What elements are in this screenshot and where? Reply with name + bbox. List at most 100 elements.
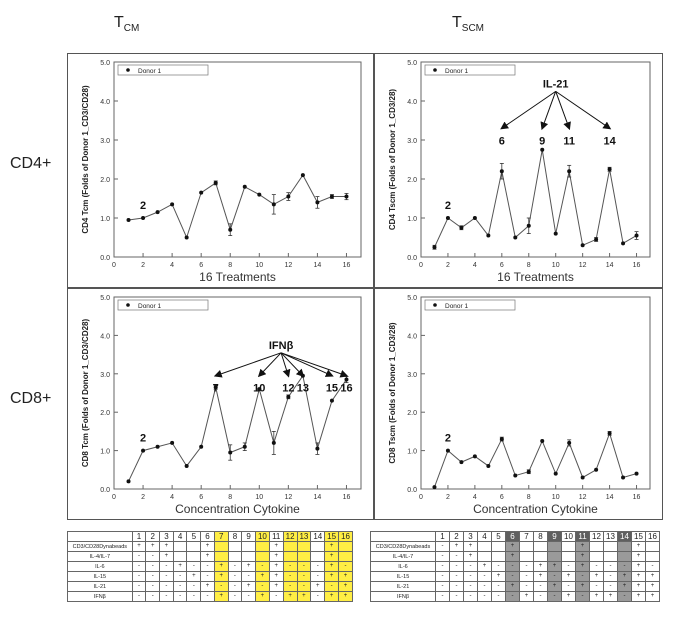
- table-cell: +: [631, 541, 646, 552]
- table-cell: +: [213, 591, 229, 602]
- table-cell: [533, 551, 548, 562]
- annotation-arrow: [257, 352, 282, 378]
- x-tick-label: 10: [255, 494, 263, 501]
- point-label: 2: [140, 433, 146, 445]
- table-cell: -: [282, 561, 298, 572]
- table-cell: +: [533, 561, 548, 572]
- table-cell: [519, 551, 534, 562]
- table-row-label: CD3/CD28Dynabeads: [67, 541, 133, 552]
- table-cell: +: [617, 571, 632, 582]
- table-cell: +: [268, 541, 284, 552]
- table-cell: -: [159, 561, 174, 572]
- y-axis-label: CD8 Tscm (Folds of Donor 1_CD3/28): [388, 322, 397, 464]
- table-cell: [172, 541, 188, 552]
- table-cell: +: [631, 551, 646, 562]
- table-cell: [172, 551, 188, 562]
- table-row: IL-21- - - - - + - - + - + - - + - +: [67, 581, 353, 592]
- table-cell: [213, 541, 229, 552]
- table-cell: +: [338, 581, 353, 592]
- table-cell: -: [617, 591, 632, 602]
- data-point: [445, 216, 450, 220]
- table-cell: -: [186, 561, 202, 572]
- table-cell: [561, 551, 576, 562]
- data-point: [607, 431, 612, 436]
- data-point: [315, 446, 320, 451]
- data-point: [141, 448, 146, 453]
- table-row-label: IFNβ: [370, 591, 436, 602]
- table-cell: -: [172, 571, 188, 582]
- data-point: [580, 475, 585, 480]
- column-header-tscm: TSCM: [452, 14, 484, 34]
- y-tick-label: 1.0: [407, 449, 417, 456]
- table-cell: -: [282, 581, 298, 592]
- table-cell: [338, 551, 353, 562]
- y-tick-label: 2.0: [407, 410, 417, 417]
- table-cell: +: [241, 581, 256, 592]
- table-cell: -: [227, 571, 243, 582]
- table-cell: -: [227, 591, 243, 602]
- table-cell: [477, 551, 492, 562]
- annotation-target-label: 10: [253, 383, 265, 395]
- table-cell: +: [477, 561, 492, 572]
- series-line: [434, 431, 637, 488]
- series-line: [128, 174, 347, 239]
- table-column-number: 12: [282, 531, 298, 542]
- x-tick-label: 12: [284, 262, 292, 269]
- legend-marker: [433, 303, 437, 307]
- plot-frame: [420, 61, 651, 258]
- data-point: [553, 471, 558, 476]
- table-cell: [533, 541, 548, 552]
- table-cell: -: [519, 561, 534, 572]
- table-cell: -: [477, 571, 492, 582]
- table-row: IL-21- - - - - + - - + - + - - + + +: [370, 581, 660, 592]
- data-point: [315, 200, 320, 205]
- annotation-arrow: [555, 91, 571, 131]
- table-cell: -: [296, 581, 312, 592]
- y-tick-label: 2.0: [100, 410, 110, 417]
- y-tick-label: 1.0: [100, 449, 110, 456]
- table-cell: -: [145, 571, 161, 582]
- table-cell: -: [533, 591, 548, 602]
- table-cell: -: [491, 581, 506, 592]
- table-cell: +: [631, 581, 646, 592]
- table-cell: -: [477, 591, 492, 602]
- table-header-row: 1 2 3 4 5 6 7 8 9 10 11 12 13 14 15 16: [370, 531, 660, 542]
- table-cell: -: [449, 561, 464, 572]
- table-cell: [491, 541, 506, 552]
- table-column-number: 3: [159, 531, 174, 542]
- data-point: [286, 194, 291, 199]
- data-point: [472, 216, 477, 220]
- table-row: IL-4/IL-7- - + + + +: [67, 551, 353, 562]
- point-label: 2: [445, 200, 451, 212]
- plot-frame: [420, 296, 651, 490]
- x-axis-label: Concentration Cytokine: [473, 502, 598, 516]
- table-column-number: 7: [519, 531, 534, 542]
- y-axis-label: CD4 Tscm (Folds of Donor 1_CD3/28): [388, 89, 397, 231]
- x-tick-label: 14: [314, 262, 322, 269]
- data-point: [580, 243, 585, 248]
- data-point: [567, 169, 572, 174]
- annotation-target-label: 14: [603, 135, 616, 147]
- table-row: IFNβ - - - - - - + - - + - + + - + +: [67, 591, 353, 602]
- table-row: IL-15- - - - + - + - - + + - - - + +: [67, 571, 353, 582]
- x-tick-label: 6: [199, 494, 203, 501]
- table-column-number: 3: [463, 531, 478, 542]
- table-row-label: IL-15: [67, 571, 133, 582]
- table-column-number: 1: [435, 531, 450, 542]
- table-cell: -: [268, 591, 284, 602]
- data-point: [228, 227, 233, 232]
- table-cell: [589, 541, 604, 552]
- data-point: [257, 192, 262, 197]
- table-cell: [547, 551, 562, 562]
- x-tick-label: 0: [419, 262, 423, 269]
- table-cell: +: [186, 571, 202, 582]
- data-point: [126, 479, 131, 484]
- table-cell: +: [338, 571, 353, 582]
- x-tick-label: 6: [500, 494, 504, 501]
- table-column-number: 11: [268, 531, 284, 542]
- table-column-number: 16: [645, 531, 660, 542]
- table-cell: -: [449, 591, 464, 602]
- treatment-table-tscm: 1 2 3 4 5 6 7 8 9 10 11 12 13 14 15 16 CD3/CD28Dynabeads…: [370, 531, 660, 602]
- table-cell: [561, 541, 576, 552]
- data-point: [459, 460, 464, 465]
